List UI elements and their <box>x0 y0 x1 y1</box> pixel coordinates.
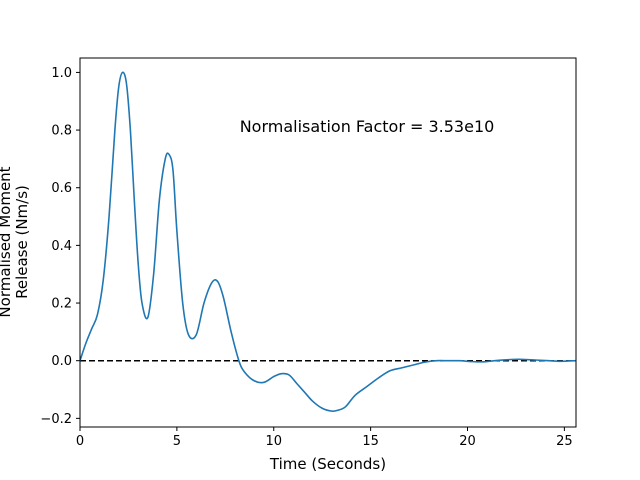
y-tick-label: −0.2 <box>40 412 72 427</box>
series-line-0 <box>80 71 576 413</box>
y-tick-label: 0.4 <box>51 239 72 254</box>
x-axis: 0 5 10 15 20 25 <box>76 427 573 449</box>
x-tick-label: 15 <box>362 434 379 449</box>
y-axis: −0.2 0.0 0.2 0.4 0.6 0.8 1.0 <box>40 66 80 427</box>
x-tick-label: 5 <box>173 434 181 449</box>
axes-frame <box>79 57 577 428</box>
x-tick-label: 10 <box>265 434 282 449</box>
y-tick-label: 0.2 <box>51 297 72 312</box>
plot-area <box>80 71 576 413</box>
y-tick-label: 0.6 <box>51 181 72 196</box>
y-axis-label-line1: Normalised Moment <box>0 166 14 317</box>
x-tick-label: 25 <box>556 434 573 449</box>
normalisation-annotation: Normalisation Factor = 3.53e10 <box>240 117 495 136</box>
y-tick-label: 0.8 <box>51 124 72 139</box>
y-tick-label: 0.0 <box>51 354 72 369</box>
x-tick-label: 20 <box>459 434 476 449</box>
y-axis-label-line2: Release (Nm/s) <box>13 185 31 299</box>
x-tick-label: 0 <box>76 434 84 449</box>
y-tick-label: 1.0 <box>51 66 72 81</box>
x-axis-label: Time (Seconds) <box>269 455 386 473</box>
